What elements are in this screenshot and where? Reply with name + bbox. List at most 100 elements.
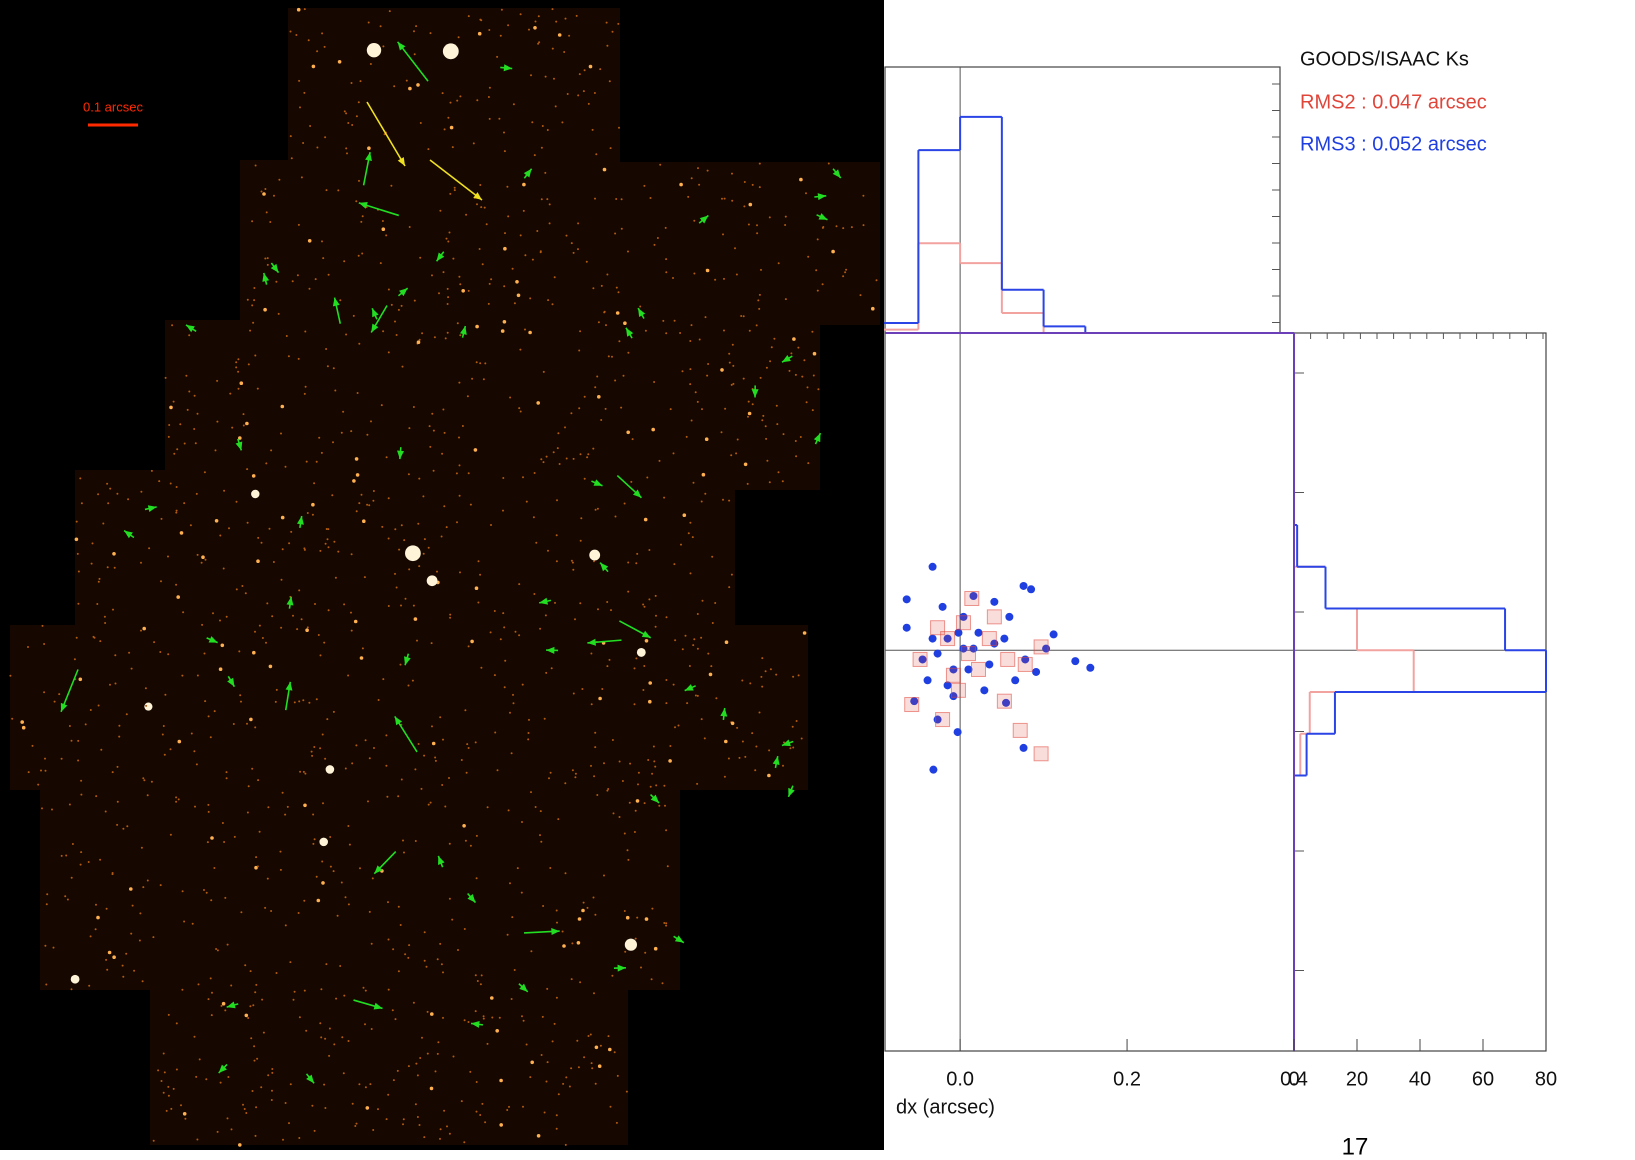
source: [141, 980, 144, 983]
source: [298, 1137, 301, 1139]
source: [459, 95, 462, 98]
source: [439, 716, 442, 719]
source: [429, 1086, 434, 1091]
source: [761, 419, 764, 422]
top-panel-frame: [884, 66, 1281, 334]
source: [711, 622, 714, 624]
source: [614, 232, 617, 235]
source: [80, 851, 83, 854]
source: [289, 30, 292, 33]
source: [80, 779, 83, 782]
source: [661, 982, 664, 985]
source: [765, 366, 768, 369]
source: [700, 636, 703, 639]
source: [432, 469, 435, 472]
offset-arrow: [366, 101, 406, 167]
source: [60, 854, 63, 857]
scatter-point: [943, 681, 952, 690]
source: [811, 330, 814, 333]
source: [770, 346, 773, 349]
source: [685, 435, 688, 438]
source: [577, 1066, 580, 1069]
source: [515, 280, 519, 284]
source: [519, 348, 522, 351]
source: [412, 604, 415, 607]
source: [358, 1083, 361, 1086]
source: [359, 656, 364, 660]
source: [366, 43, 382, 58]
source: [214, 519, 219, 523]
source: [325, 189, 328, 192]
source: [342, 410, 345, 413]
source: [587, 453, 590, 456]
source: [66, 898, 69, 901]
source: [408, 226, 411, 228]
source: [430, 1012, 434, 1016]
source: [355, 115, 358, 118]
source: [513, 969, 516, 971]
source: [107, 502, 110, 505]
source: [205, 891, 208, 894]
source: [594, 508, 597, 511]
source: [651, 907, 654, 910]
scatter-point: [990, 597, 999, 606]
source: [227, 1076, 230, 1078]
source: [426, 1010, 429, 1013]
source: [692, 644, 695, 647]
source: [587, 1035, 590, 1037]
source: [521, 683, 524, 686]
source: [398, 548, 401, 551]
scatter-point: [912, 651, 928, 667]
source: [302, 699, 305, 702]
source: [669, 745, 672, 747]
source: [169, 748, 172, 751]
source: [314, 278, 317, 281]
source: [562, 1082, 565, 1085]
source: [459, 334, 462, 337]
source: [805, 401, 808, 404]
source: [769, 360, 772, 363]
source: [574, 618, 576, 621]
source: [442, 408, 445, 411]
source: [801, 375, 804, 378]
source: [408, 944, 411, 947]
source: [361, 215, 364, 218]
source: [275, 280, 278, 283]
source: [599, 1044, 602, 1047]
source: [415, 1062, 418, 1065]
source: [246, 521, 249, 524]
source: [476, 980, 479, 982]
source: [812, 351, 817, 356]
source: [364, 1086, 367, 1089]
source: [651, 427, 655, 432]
source: [656, 237, 659, 239]
source: [509, 882, 511, 885]
source: [571, 561, 574, 564]
source: [631, 438, 634, 441]
source: [319, 747, 322, 750]
scatter-point: [960, 646, 976, 662]
source: [635, 657, 638, 660]
source: [407, 684, 410, 687]
source: [323, 1083, 326, 1086]
source: [662, 319, 665, 322]
source: [390, 184, 393, 187]
source: [225, 615, 228, 618]
source: [423, 754, 426, 757]
source: [286, 805, 289, 808]
source: [181, 988, 184, 991]
source: [507, 215, 510, 218]
scatter-point: [986, 609, 1002, 625]
source: [111, 771, 114, 774]
source: [765, 437, 768, 440]
source: [357, 101, 360, 104]
source: [449, 101, 452, 104]
source: [244, 592, 247, 595]
source: [379, 25, 382, 28]
source: [627, 590, 630, 593]
source: [621, 780, 624, 782]
source: [617, 22, 620, 25]
arrow-head: [397, 157, 405, 166]
source: [550, 667, 553, 670]
source: [558, 463, 561, 465]
